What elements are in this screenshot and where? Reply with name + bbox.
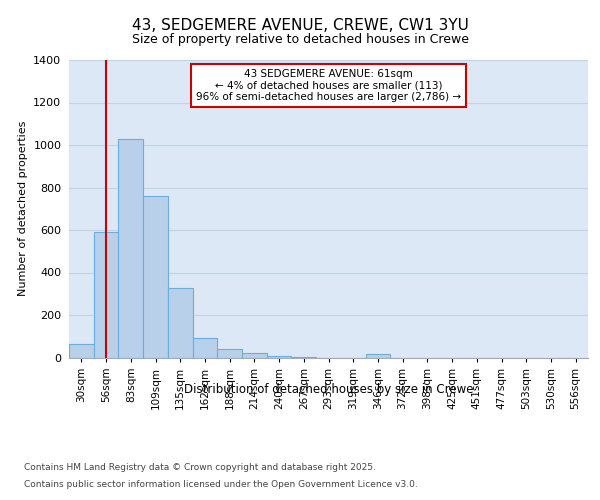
Bar <box>292 357 316 358</box>
Text: Size of property relative to detached houses in Crewe: Size of property relative to detached ho… <box>131 32 469 46</box>
Bar <box>193 338 217 357</box>
Bar <box>267 356 292 358</box>
Text: 43, SEDGEMERE AVENUE, CREWE, CW1 3YU: 43, SEDGEMERE AVENUE, CREWE, CW1 3YU <box>131 18 469 32</box>
Bar <box>365 354 390 358</box>
Bar <box>242 353 267 358</box>
Y-axis label: Number of detached properties: Number of detached properties <box>17 121 28 296</box>
Bar <box>168 288 193 358</box>
Bar <box>94 232 118 358</box>
Bar <box>217 349 242 358</box>
Bar <box>69 344 94 357</box>
Text: Contains HM Land Registry data © Crown copyright and database right 2025.: Contains HM Land Registry data © Crown c… <box>24 464 376 472</box>
Text: Contains public sector information licensed under the Open Government Licence v3: Contains public sector information licen… <box>24 480 418 489</box>
Text: 43 SEDGEMERE AVENUE: 61sqm
← 4% of detached houses are smaller (113)
96% of semi: 43 SEDGEMERE AVENUE: 61sqm ← 4% of detac… <box>196 69 461 102</box>
Bar <box>143 196 168 358</box>
Text: Distribution of detached houses by size in Crewe: Distribution of detached houses by size … <box>184 382 473 396</box>
Bar <box>118 138 143 358</box>
